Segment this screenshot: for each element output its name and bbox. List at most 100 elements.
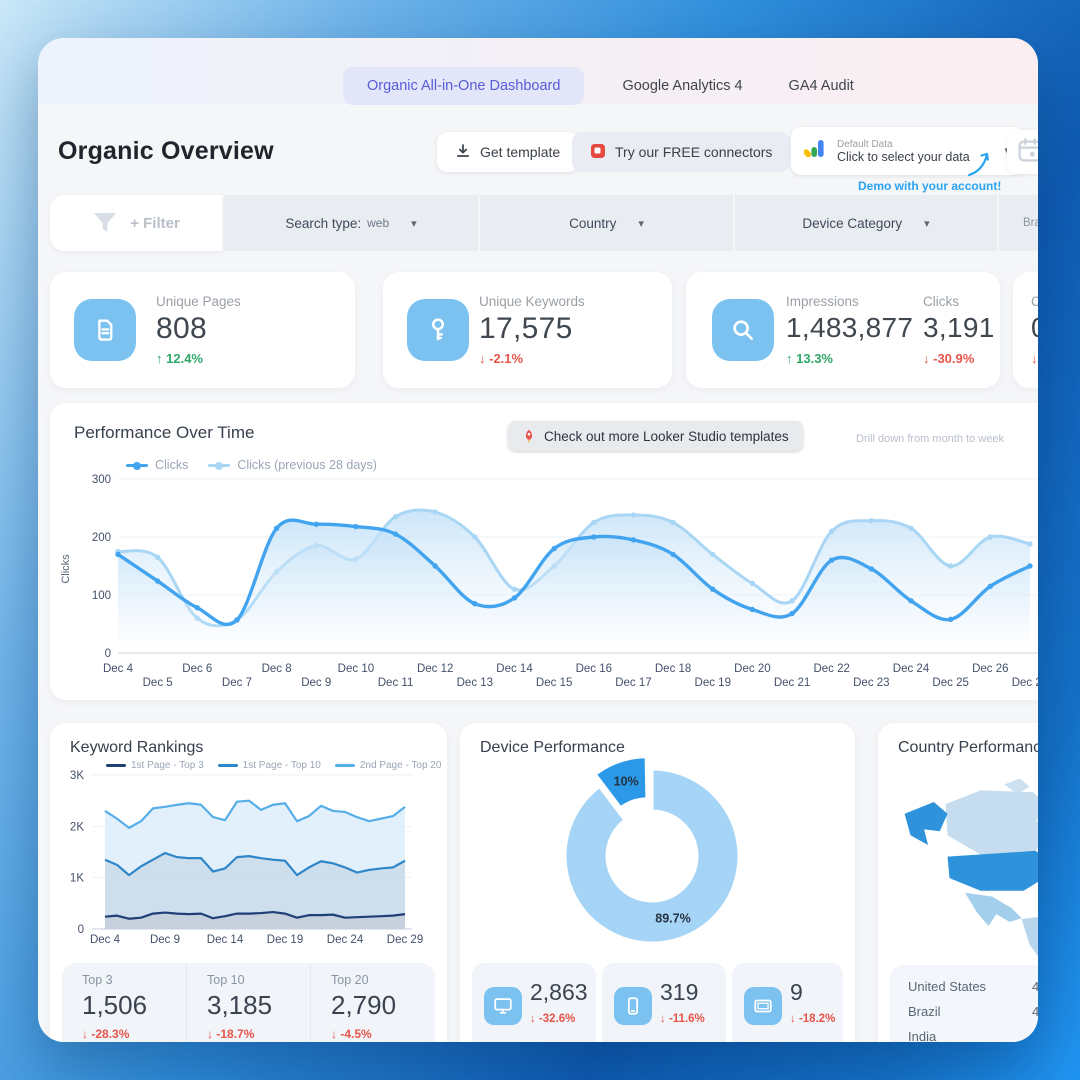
panel-title: Device Performance xyxy=(480,739,625,756)
kpi-card-unique-pages: Unique Pages 808 ↑ 12.4% xyxy=(50,272,355,388)
filter-search-type[interactable]: Search type: web ▾ xyxy=(224,195,478,251)
filter-country[interactable]: Country ▾ xyxy=(480,195,733,251)
svg-text:Dec 23: Dec 23 xyxy=(853,677,889,689)
device-stat-mobile: 319 ↓ -11.6% xyxy=(602,963,726,1042)
filter-branded[interactable]: Branded xyxy=(999,195,1038,251)
stat-top10: Top 10 3,185 ↓ -18.7% xyxy=(186,963,311,1042)
chart-legend: 1st Page - Top 3 1st Page - Top 10 2nd P… xyxy=(106,760,441,771)
stat-value: 9 xyxy=(790,979,803,1005)
svg-text:Dec 16: Dec 16 xyxy=(576,663,612,675)
svg-text:Dec 25: Dec 25 xyxy=(932,677,968,689)
legend-label: 1st Page - Top 3 xyxy=(131,760,204,771)
svg-text:Dec 11: Dec 11 xyxy=(378,677,414,689)
country-performance-panel: Country Performance United States 4 Brazil… xyxy=(878,723,1038,1042)
country-name: United States xyxy=(908,979,987,994)
svg-text:0: 0 xyxy=(78,924,84,936)
svg-text:Dec 6: Dec 6 xyxy=(182,663,212,675)
get-template-label: Get template xyxy=(480,144,561,160)
svg-text:3K: 3K xyxy=(70,770,84,782)
kpi-value: 808 xyxy=(156,312,207,345)
svg-text:Dec 10: Dec 10 xyxy=(338,663,374,675)
keyword-rankings-area-chart: 0 1K 2K 3K Dec 4 Dec 9 Dec 14 Dec 19 Dec 24 Dec 2… xyxy=(70,770,423,946)
svg-text:Dec 4: Dec 4 xyxy=(90,934,121,946)
svg-text:Dec 18: Dec 18 xyxy=(655,663,691,675)
kpi-value: 1,483,877 xyxy=(786,312,914,343)
svg-text:Dec 9: Dec 9 xyxy=(301,677,331,689)
kpi-label: CTR xyxy=(1031,294,1038,309)
document-icon xyxy=(74,299,136,361)
svg-text:Dec 17: Dec 17 xyxy=(615,677,651,689)
country-value: 4 xyxy=(1032,979,1038,994)
free-connectors-label: Try our FREE connectors xyxy=(615,144,773,160)
panel-title: Keyword Rankings xyxy=(70,739,204,756)
stat-delta: ↓ -11.6% xyxy=(660,1013,705,1025)
keyword-stats-panel: Top 3 1,506 ↓ -28.3% Top 10 3,185 ↓ -18.… xyxy=(62,963,435,1042)
country-row[interactable]: Brazil 4 xyxy=(890,1004,1038,1029)
get-template-button[interactable]: Get template xyxy=(437,132,579,172)
svg-text:Dec 7: Dec 7 xyxy=(222,677,252,689)
svg-text:Dec 24: Dec 24 xyxy=(893,663,930,675)
free-connectors-button[interactable]: Try our FREE connectors xyxy=(572,132,791,172)
tablet-icon xyxy=(744,987,782,1025)
country-table: United States 4 Brazil 4 India xyxy=(890,965,1038,1042)
data-source-selector[interactable]: Default Data Click to select your data ▾ xyxy=(791,127,1024,175)
templates-cta-label: Check out more Looker Studio templates xyxy=(544,428,789,444)
svg-text:89.7%: 89.7% xyxy=(655,912,690,926)
country-row[interactable]: India xyxy=(890,1029,1038,1042)
stat-label: Top 20 xyxy=(331,973,369,987)
templates-cta-button[interactable]: Check out more Looker Studio templates xyxy=(508,421,803,451)
svg-text:Dec 14: Dec 14 xyxy=(496,663,533,675)
svg-text:Dec 29: Dec 29 xyxy=(387,934,423,946)
chart-legend: Clicks Clicks (previous 28 days) xyxy=(126,458,377,472)
chevron-down-icon: ▾ xyxy=(924,217,930,230)
looker-studio-logo-icon xyxy=(803,139,826,164)
svg-text:300: 300 xyxy=(92,474,111,486)
funnel-icon xyxy=(92,211,118,235)
rocket-icon xyxy=(522,429,536,443)
date-range-button[interactable] xyxy=(1007,130,1038,174)
svg-text:Dec 27: Dec 27 xyxy=(1012,677,1038,689)
panel-title: Performance Over Time xyxy=(74,423,255,442)
legend-marker-clicks xyxy=(126,461,148,470)
legend-label: 1st Page - Top 10 xyxy=(242,760,321,771)
svg-text:Dec 12: Dec 12 xyxy=(417,663,453,675)
svg-text:100: 100 xyxy=(92,590,111,602)
stat-delta: ↓ -4.5% xyxy=(331,1027,372,1041)
selector-hint: Click to select your data xyxy=(837,149,970,164)
filter-device-category[interactable]: Device Category ▾ xyxy=(735,195,997,251)
svg-text:Dec 5: Dec 5 xyxy=(143,677,173,689)
svg-text:Dec 24: Dec 24 xyxy=(327,934,364,946)
svg-text:Dec 21: Dec 21 xyxy=(774,677,810,689)
chevron-down-icon: ▾ xyxy=(638,217,644,230)
country-name: Brazil xyxy=(908,1004,941,1019)
kpi-value: 3,191 xyxy=(923,312,995,343)
svg-text:0: 0 xyxy=(105,648,111,660)
stat-value: 2,790 xyxy=(331,990,397,1020)
filter-label: Device Category xyxy=(802,215,903,231)
country-name: India xyxy=(908,1029,937,1042)
svg-text:Dec 15: Dec 15 xyxy=(536,677,572,689)
add-filter-label: + Filter xyxy=(130,214,180,232)
calendar-icon xyxy=(1015,135,1038,170)
chevron-down-icon: ▾ xyxy=(411,217,417,230)
tab-google-analytics-4[interactable]: Google Analytics 4 xyxy=(622,78,743,94)
stat-top20: Top 20 2,790 ↓ -4.5% xyxy=(310,963,435,1042)
legend-marker-top3 xyxy=(106,763,126,767)
connector-icon xyxy=(590,143,606,162)
country-row[interactable]: United States 4 xyxy=(890,979,1038,1004)
filter-value: web xyxy=(367,216,390,230)
filter-label: Search type: xyxy=(285,215,362,231)
add-filter-button[interactable]: + Filter xyxy=(50,195,222,251)
search-icon xyxy=(712,299,774,361)
mobile-icon xyxy=(614,987,652,1025)
kpi-value: 0.2% xyxy=(1031,312,1038,344)
tab-ga4-audit[interactable]: GA4 Audit xyxy=(788,78,854,94)
drill-note: Drill down from month to week xyxy=(856,433,1004,445)
tab-organic-all-in-one[interactable]: Organic All-in-One Dashboard xyxy=(343,67,585,105)
performance-over-time-panel: Performance Over Time Check out more Loo… xyxy=(50,403,1038,700)
kpi-card-impressions-clicks: Impressions 1,483,877 ↑ -30.9%13.3% Clic… xyxy=(686,272,1000,388)
stat-label: Top 10 xyxy=(207,973,245,987)
svg-text:Dec 8: Dec 8 xyxy=(262,663,292,675)
legend-label: Clicks xyxy=(155,458,189,472)
legend-label: 2nd Page - Top 20 xyxy=(359,760,442,771)
